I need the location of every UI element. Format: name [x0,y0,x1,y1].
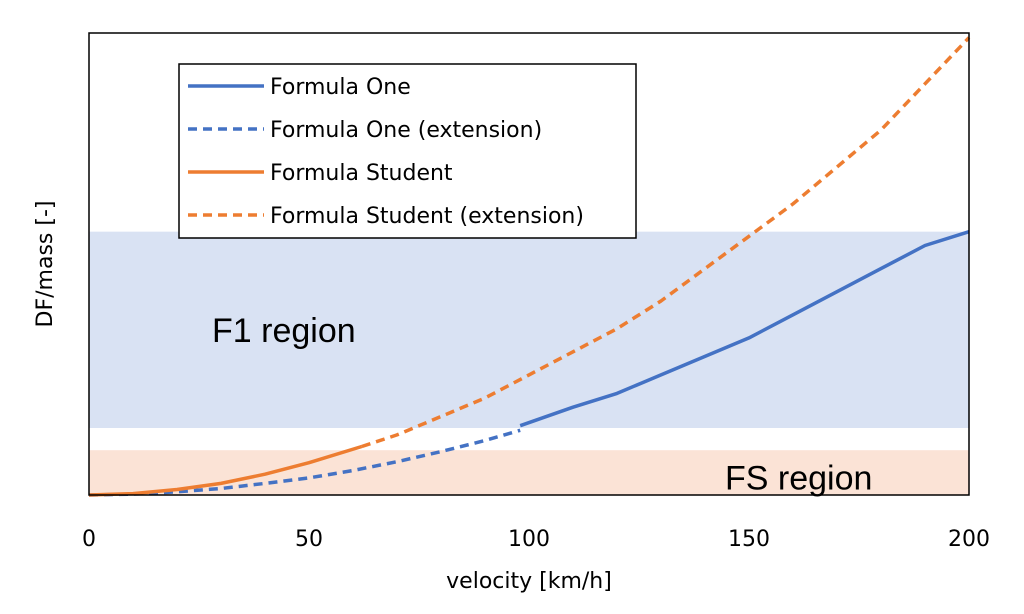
legend: Formula One Formula One (extension) Formul… [178,63,637,239]
x-tick-label: 0 [82,527,96,552]
series-layer [88,36,971,497]
x-tick-label: 100 [508,527,550,552]
series-formula-one [519,230,970,428]
regions-layer: F1 region FS region [89,231,969,497]
x-ticks: 0 50 100 150 200 [82,527,990,552]
legend-label-formula-student-extension: Formula Student (extension) [270,204,584,229]
x-tick-label: 200 [948,527,990,552]
legend-label-formula-one-extension: Formula One (extension) [270,118,542,143]
plot-frame [88,32,970,496]
legend-box [178,63,637,239]
x-tick-label: 50 [295,527,323,552]
fs-region-band [89,450,969,495]
f1-region-label: F1 region [212,312,356,350]
fs-region-label: FS region [725,459,872,497]
legend-label-formula-one: Formula One [270,75,411,100]
f1-region-band [89,231,969,429]
y-axis-title: DF/mass [-] [33,201,58,328]
x-tick-label: 150 [728,527,770,552]
x-axis-title: velocity [km/h] [446,569,612,594]
series-formula-student [88,444,363,497]
series-formula-student-extension [361,36,971,449]
legend-label-formula-student: Formula Student [270,161,453,186]
